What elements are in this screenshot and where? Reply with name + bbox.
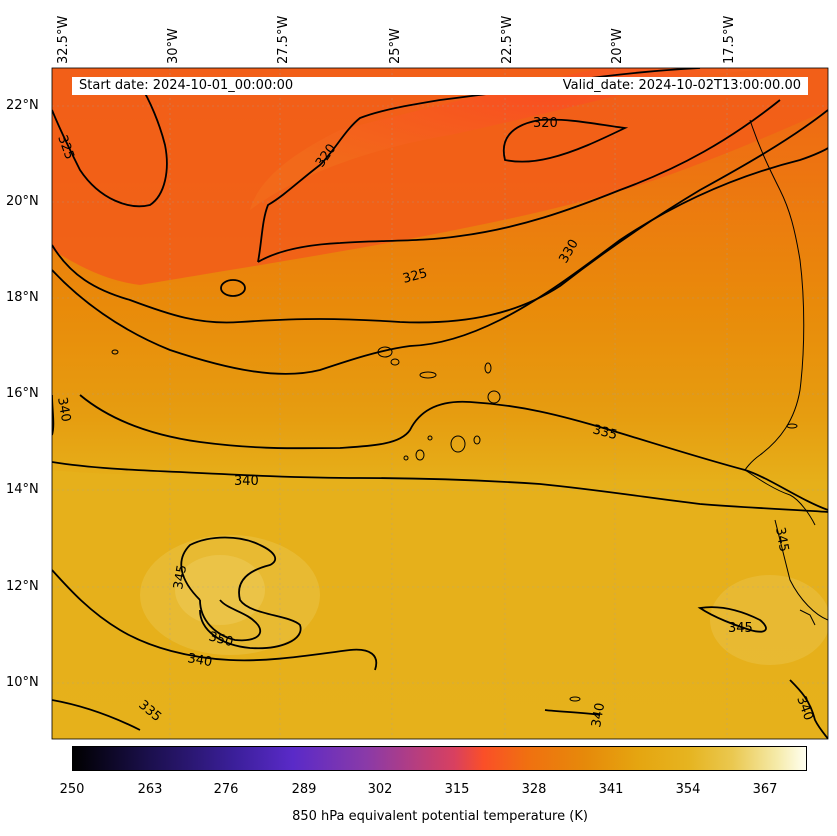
- contour-label: 340: [234, 474, 259, 489]
- lat-label: 20°N: [6, 194, 39, 209]
- contour-label: 345: [728, 621, 753, 636]
- lon-label: 32.5°W: [56, 15, 71, 64]
- contour-label: 345: [772, 526, 791, 553]
- date-info-bar: Start date: 2024-10-01_00:00:00 Valid_da…: [72, 77, 808, 95]
- start-date: Start date: 2024-10-01_00:00:00: [79, 78, 294, 93]
- contour-label: 325: [401, 266, 429, 287]
- coastlines: [111, 119, 828, 702]
- lon-label: 30°W: [166, 28, 181, 64]
- lon-label: 27.5°W: [276, 15, 291, 64]
- lon-label: 17.5°W: [722, 15, 737, 64]
- lat-label: 12°N: [6, 579, 39, 594]
- contour-label: 340: [186, 651, 213, 670]
- contour-label: 340: [54, 396, 73, 423]
- lat-label: 14°N: [6, 482, 39, 497]
- contour-label: 320: [533, 116, 558, 131]
- temperature-field: 325 320 320 330 325 340 335 340 345 350 …: [52, 68, 828, 739]
- colorbar-label: 850 hPa equivalent potential temperature…: [292, 809, 588, 824]
- colorbar-tick: 263: [137, 782, 163, 797]
- valid-date: Valid_date: 2024-10-02T13:00:00.00: [562, 78, 801, 93]
- colorbar-tick: 302: [367, 782, 393, 797]
- lat-label: 16°N: [6, 386, 39, 401]
- lon-label: 22.5°W: [500, 15, 515, 64]
- colorbar-tick: 367: [752, 782, 778, 797]
- contour-label: 350: [207, 629, 235, 650]
- contour-label: 345: [171, 564, 190, 591]
- colorbar-tick: 250: [59, 782, 85, 797]
- lat-label: 10°N: [6, 675, 39, 690]
- lat-label: 22°N: [6, 98, 39, 113]
- colorbar-tick: 289: [291, 782, 317, 797]
- contour-label: 340: [589, 702, 608, 729]
- lon-label: 20°W: [610, 28, 625, 64]
- lon-label: 25°W: [388, 28, 403, 64]
- colorbar-tick: 328: [521, 782, 547, 797]
- colorbar-tick: 354: [675, 782, 701, 797]
- colorbar: [72, 746, 807, 771]
- lat-label: 18°N: [6, 290, 39, 305]
- contour-label: 335: [591, 422, 619, 443]
- colorbar-tick: 276: [213, 782, 239, 797]
- colorbar-tick: 341: [598, 782, 624, 797]
- colorbar-tick: 315: [444, 782, 470, 797]
